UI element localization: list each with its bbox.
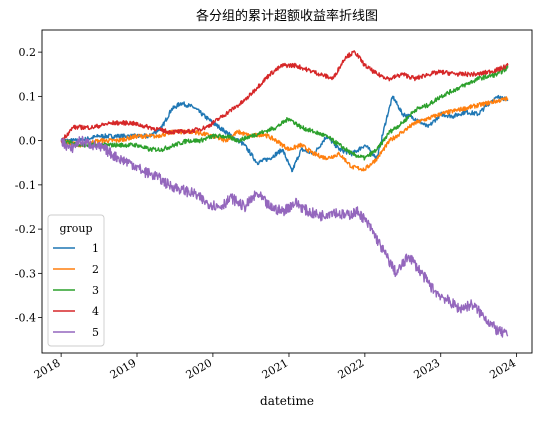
x-axis: 2018 2019 2020 2021 2022 2023 2024: [32, 353, 518, 382]
y-tick-label: -0.3: [15, 267, 36, 280]
y-tick-label: -0.1: [15, 179, 36, 192]
legend: group 1 2 3 4 5: [47, 214, 105, 347]
series-line-5: [60, 135, 509, 338]
chart-title: 各分组的累计超额收益率折线图: [196, 8, 378, 24]
y-tick-label: 0.2: [19, 46, 37, 59]
legend-label-3: 3: [92, 284, 99, 297]
x-tick-label: 2021: [260, 356, 291, 381]
series-line-3: [60, 65, 509, 161]
legend-label-1: 1: [92, 242, 99, 255]
x-tick-label: 2024: [487, 356, 518, 381]
y-tick-label: -0.2: [15, 223, 36, 236]
x-axis-title: datetime: [260, 394, 314, 408]
x-tick-label: 2018: [32, 356, 63, 381]
x-tick-label: 2020: [184, 356, 215, 381]
legend-title: group: [59, 222, 92, 235]
y-tick-label: -0.4: [15, 312, 36, 325]
series-layer: [60, 50, 509, 338]
legend-label-4: 4: [92, 305, 99, 318]
legend-label-5: 5: [92, 326, 99, 339]
y-tick-label: 0.0: [19, 135, 37, 148]
y-axis: 0.2 0.1 0.0 -0.1 -0.2 -0.3 -0.4: [15, 46, 42, 325]
y-tick-label: 0.1: [19, 90, 37, 103]
x-tick-label: 2022: [336, 356, 367, 381]
x-tick-label: 2023: [411, 356, 442, 381]
series-line-2: [60, 96, 509, 172]
legend-entries: 1 2 3 4 5: [53, 242, 99, 339]
legend-label-2: 2: [92, 263, 99, 276]
x-tick-label: 2019: [108, 356, 139, 381]
series-line-4: [60, 50, 509, 143]
plot-frame: [41, 29, 533, 354]
